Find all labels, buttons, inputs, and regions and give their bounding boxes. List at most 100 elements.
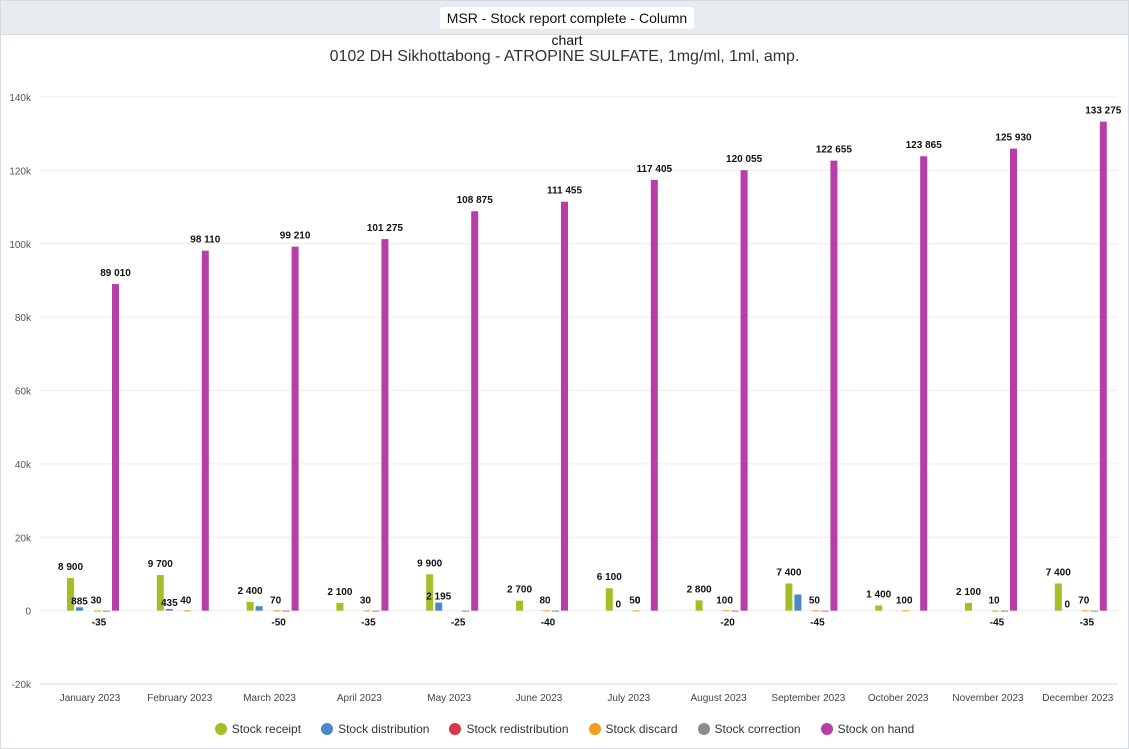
bar-stock-correction (552, 610, 559, 612)
legend-label: Stock correction (714, 722, 801, 736)
y-tick-label: 140k (9, 93, 32, 104)
data-label: 70 (1078, 596, 1090, 607)
bar-stock-on-hand (920, 156, 928, 611)
y-tick-label: 20k (15, 533, 32, 544)
bar-stock-discard (632, 610, 640, 612)
bar-stock-on-hand (740, 170, 748, 611)
bar-stock-correction (282, 610, 290, 612)
bar-stock-discard (992, 610, 999, 612)
bar-stock-receipt (605, 588, 613, 611)
data-label: 120 055 (726, 154, 763, 165)
legend-marker (588, 723, 601, 735)
legend-label: Stock receipt (231, 722, 302, 736)
data-label: 111 455 (547, 186, 582, 197)
data-label: 80 (539, 596, 551, 607)
bar-stock-receipt (67, 577, 74, 611)
x-tick-label: April 2023 (337, 693, 382, 704)
x-tick-label: March 2023 (243, 693, 296, 704)
bar-stock-correction (821, 610, 829, 612)
data-label: 2 100 (956, 587, 981, 598)
legend-item-stock-receipt[interactable]: Stock receipt (214, 722, 302, 736)
data-label: 1 400 (866, 589, 891, 600)
data-label: -25 (451, 618, 466, 629)
bar-stock-discard (812, 610, 820, 612)
data-label: 2 400 (238, 586, 263, 597)
bar-stock-on-hand (1099, 121, 1107, 611)
bar-stock-correction (1090, 610, 1098, 612)
data-label: 30 (360, 596, 372, 607)
bar-stock-discard (363, 610, 371, 612)
data-label: 885 (71, 596, 88, 607)
legend-label: Stock distribution (338, 722, 430, 736)
bar-stock-on-hand (650, 179, 658, 611)
y-tick-label: 100k (9, 240, 32, 251)
bar-stock-on-hand (471, 211, 479, 611)
x-tick-label: June 2023 (516, 693, 563, 704)
data-label: -40 (541, 618, 556, 629)
bar-stock-distribution (794, 594, 802, 611)
bar-stock-receipt (1054, 583, 1062, 611)
legend-label: Stock discard (605, 722, 678, 736)
header-title: MSR - Stock report complete - Column cha… (440, 7, 694, 48)
bar-stock-on-hand (112, 284, 119, 611)
data-label: 50 (629, 596, 641, 607)
data-label: 0 (635, 596, 641, 607)
data-label: 101 275 (367, 223, 404, 234)
bar-stock-distribution (165, 609, 173, 611)
data-label: 2 700 (507, 585, 532, 596)
bar-stock-receipt (785, 583, 793, 611)
bar-stock-receipt (426, 574, 434, 611)
data-label: 7 400 (776, 567, 801, 578)
bar-stock-discard (273, 610, 281, 612)
bar-stock-discard (1081, 610, 1089, 612)
data-label: 108 875 (457, 195, 494, 206)
data-label: 89 010 (100, 268, 131, 279)
legend-marker (820, 723, 833, 735)
x-tick-label: September 2023 (771, 693, 845, 704)
bar-stock-distribution (255, 606, 263, 611)
legend-marker (449, 723, 462, 735)
data-label: 0 (616, 600, 622, 611)
data-label: 50 (809, 596, 821, 607)
chart-title: 0102 DH Sikhottabong - ATROPINE SULFATE,… (329, 48, 800, 65)
data-label: -35 (361, 618, 376, 629)
data-label: 40 (180, 596, 192, 607)
data-label: 133 275 (1085, 106, 1122, 117)
x-tick-label: November 2023 (952, 693, 1024, 704)
data-label: 2 100 (327, 587, 352, 598)
data-label: 99 210 (280, 231, 311, 242)
bar-stock-correction (372, 610, 380, 612)
x-tick-label: December 2023 (1042, 693, 1114, 704)
data-label: -45 (990, 618, 1005, 629)
data-label: 100 (896, 596, 913, 607)
data-label: 9 900 (417, 558, 442, 569)
bar-stock-distribution (76, 607, 83, 611)
bar-stock-correction (1001, 610, 1008, 612)
legend-label: Stock redistribution (466, 722, 569, 736)
legend-item-stock-correction[interactable]: Stock correction (697, 722, 801, 736)
legend-marker (321, 723, 334, 735)
x-tick-label: October 2023 (868, 693, 929, 704)
legend-item-stock-redistribution[interactable]: Stock redistribution (449, 722, 569, 736)
bar-stock-distribution (435, 602, 443, 611)
bar-stock-receipt (336, 602, 344, 611)
legend-item-stock-distribution[interactable]: Stock distribution (321, 722, 429, 736)
bar-stock-on-hand (291, 246, 299, 611)
bar-stock-on-hand (381, 239, 389, 611)
bar-stock-receipt (695, 600, 703, 611)
y-tick-label: 40k (15, 460, 32, 471)
chart-legend: Stock receipt Stock distribution Stock red… (0, 719, 1129, 739)
legend-label: Stock on hand (837, 722, 915, 736)
y-tick-label: 80k (15, 313, 32, 324)
bar-stock-correction (103, 610, 110, 612)
data-label: 9 700 (148, 559, 173, 570)
data-label: -50 (271, 618, 286, 629)
bar-stock-correction (731, 610, 739, 612)
legend-marker (214, 723, 227, 735)
data-label: 122 655 (816, 145, 853, 156)
legend-item-stock-discard[interactable]: Stock discard (588, 722, 678, 736)
legend-item-stock-on-hand[interactable]: Stock on hand (820, 722, 915, 736)
y-tick-label: -20k (12, 680, 32, 691)
bar-stock-receipt (516, 600, 523, 611)
